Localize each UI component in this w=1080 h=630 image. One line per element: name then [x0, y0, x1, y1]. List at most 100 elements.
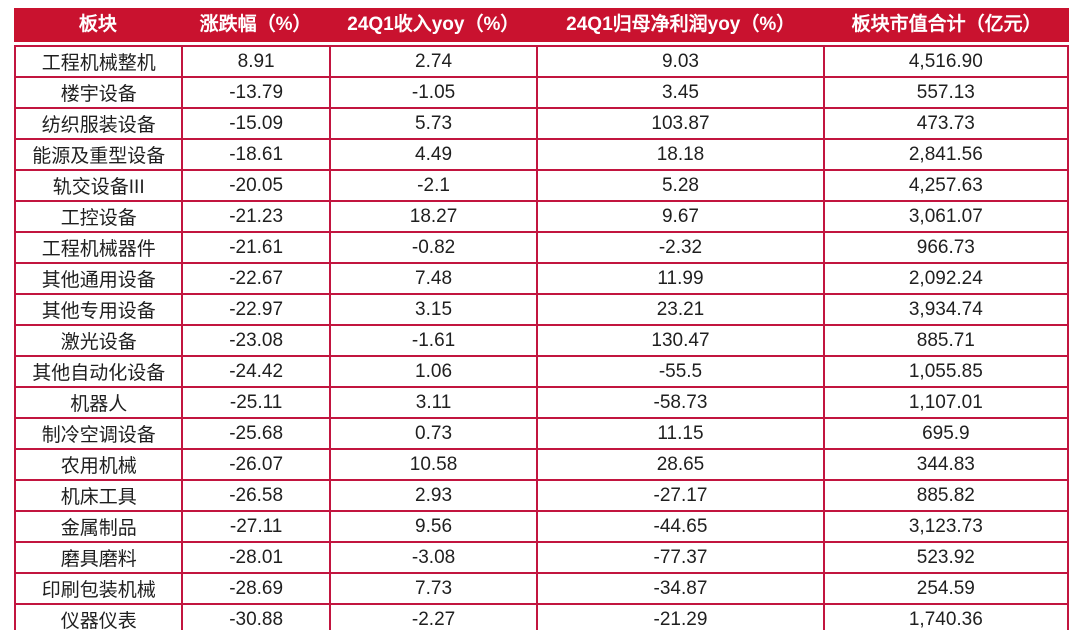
table-row: 工程机械器件 -21.61 -0.82 -2.32 966.73: [13, 231, 1070, 264]
cell-change: -21.61: [181, 231, 331, 264]
cell-sector: 金属制品: [13, 510, 184, 543]
cell-sector: 仪器仪表: [13, 603, 184, 630]
table-row: 制冷空调设备 -25.68 0.73 11.15 695.9: [13, 417, 1070, 450]
table-row: 其他通用设备 -22.67 7.48 11.99 2,092.24: [13, 262, 1070, 295]
table-row: 其他自动化设备 -24.42 1.06 -55.5 1,055.85: [13, 355, 1070, 388]
cell-change: -18.61: [181, 138, 331, 171]
table-row: 农用机械 -26.07 10.58 28.65 344.83: [13, 448, 1070, 481]
cell-change: -25.11: [181, 386, 331, 419]
cell-revenue-yoy: 18.27: [328, 200, 539, 233]
cell-market-cap: 3,934.74: [822, 293, 1070, 326]
table-row: 楼宇设备 -13.79 -1.05 3.45 557.13: [13, 76, 1070, 109]
table-row: 机器人 -25.11 3.11 -58.73 1,107.01: [13, 386, 1070, 419]
cell-sector: 制冷空调设备: [13, 417, 184, 450]
cell-profit-yoy: 9.67: [536, 200, 825, 233]
cell-revenue-yoy: 10.58: [328, 448, 539, 481]
cell-sector: 印刷包装机械: [13, 572, 184, 605]
cell-sector: 工程机械整机: [13, 45, 184, 78]
table-row: 轨交设备III -20.05 -2.1 5.28 4,257.63: [13, 169, 1070, 202]
cell-market-cap: 695.9: [822, 417, 1070, 450]
cell-market-cap: 1,740.36: [822, 603, 1070, 630]
cell-change: 8.91: [181, 45, 331, 78]
cell-profit-yoy: -77.37: [536, 541, 825, 574]
cell-sector: 机床工具: [13, 479, 184, 512]
cell-sector: 激光设备: [13, 324, 184, 357]
table-rows: 工程机械整机 8.91 2.74 9.03 4,516.90 楼宇设备 -13.79 -1.0…: [13, 45, 1070, 630]
cell-revenue-yoy: 2.74: [328, 45, 539, 78]
cell-market-cap: 885.71: [822, 324, 1070, 357]
table-row: 印刷包装机械 -28.69 7.73 -34.87 254.59: [13, 572, 1070, 605]
cell-profit-yoy: 130.47: [536, 324, 825, 357]
cell-profit-yoy: -58.73: [536, 386, 825, 419]
table-body: 工程机械整机 8.91 2.74 9.03 4,516.90 楼宇设备 -13.79 -1.0…: [13, 45, 1070, 630]
cell-profit-yoy: -55.5: [536, 355, 825, 388]
cell-market-cap: 885.82: [822, 479, 1070, 512]
cell-sector: 其他通用设备: [13, 262, 184, 295]
cell-market-cap: 1,055.85: [822, 355, 1070, 388]
cell-change: -27.11: [181, 510, 331, 543]
cell-revenue-yoy: -2.27: [328, 603, 539, 630]
cell-change: -22.67: [181, 262, 331, 295]
cell-profit-yoy: 9.03: [536, 45, 825, 78]
cell-revenue-yoy: 0.73: [328, 417, 539, 450]
cell-revenue-yoy: 7.73: [328, 572, 539, 605]
table-row: 激光设备 -23.08 -1.61 130.47 885.71: [13, 324, 1070, 357]
column-header-profit-yoy: 24Q1归母净利润yoy（%）: [566, 14, 796, 35]
cell-sector: 磨具磨料: [13, 541, 184, 574]
cell-revenue-yoy: -0.82: [328, 231, 539, 264]
cell-profit-yoy: 28.65: [536, 448, 825, 481]
table-row: 纺织服装设备 -15.09 5.73 103.87 473.73: [13, 107, 1070, 140]
sector-data-table: 板块 涨跌幅（%） 24Q1收入yoy（%） 24Q1归母净利润yoy（%） 板…: [13, 8, 1070, 630]
column-header-revenue-yoy: 24Q1收入yoy（%）: [347, 14, 520, 35]
cell-market-cap: 254.59: [822, 572, 1070, 605]
cell-revenue-yoy: -1.05: [328, 76, 539, 109]
cell-revenue-yoy: 4.49: [328, 138, 539, 171]
cell-sector: 机器人: [13, 386, 184, 419]
table-row: 能源及重型设备 -18.61 4.49 18.18 2,841.56: [13, 138, 1070, 171]
column-header-change: 涨跌幅（%）: [199, 14, 312, 35]
cell-change: -15.09: [181, 107, 331, 140]
cell-sector: 工程机械器件: [13, 231, 184, 264]
cell-revenue-yoy: 3.11: [328, 386, 539, 419]
cell-market-cap: 473.73: [822, 107, 1070, 140]
cell-sector: 工控设备: [13, 200, 184, 233]
cell-profit-yoy: -2.32: [536, 231, 825, 264]
cell-change: -13.79: [181, 76, 331, 109]
cell-profit-yoy: 3.45: [536, 76, 825, 109]
cell-market-cap: 966.73: [822, 231, 1070, 264]
cell-change: -20.05: [181, 169, 331, 202]
cell-market-cap: 3,061.07: [822, 200, 1070, 233]
cell-change: -28.01: [181, 541, 331, 574]
cell-revenue-yoy: -2.1: [328, 169, 539, 202]
cell-sector: 其他自动化设备: [13, 355, 184, 388]
table-row: 机床工具 -26.58 2.93 -27.17 885.82: [13, 479, 1070, 512]
cell-sector: 农用机械: [13, 448, 184, 481]
cell-revenue-yoy: 1.06: [328, 355, 539, 388]
cell-market-cap: 4,257.63: [822, 169, 1070, 202]
cell-change: -24.42: [181, 355, 331, 388]
cell-profit-yoy: -27.17: [536, 479, 825, 512]
cell-market-cap: 3,123.73: [822, 510, 1070, 543]
cell-market-cap: 1,107.01: [822, 386, 1070, 419]
cell-revenue-yoy: 2.93: [328, 479, 539, 512]
cell-market-cap: 2,092.24: [822, 262, 1070, 295]
table-row: 金属制品 -27.11 9.56 -44.65 3,123.73: [13, 510, 1070, 543]
cell-profit-yoy: 11.99: [536, 262, 825, 295]
cell-sector: 楼宇设备: [13, 76, 184, 109]
cell-revenue-yoy: 5.73: [328, 107, 539, 140]
cell-profit-yoy: 5.28: [536, 169, 825, 202]
cell-sector: 轨交设备III: [13, 169, 184, 202]
cell-change: -22.97: [181, 293, 331, 326]
cell-change: -28.69: [181, 572, 331, 605]
cell-profit-yoy: 23.21: [536, 293, 825, 326]
cell-revenue-yoy: -3.08: [328, 541, 539, 574]
column-header-sector: 板块: [78, 14, 117, 35]
cell-change: -26.58: [181, 479, 331, 512]
table-row: 工程机械整机 8.91 2.74 9.03 4,516.90: [13, 45, 1070, 78]
table-row: 磨具磨料 -28.01 -3.08 -77.37 523.92: [13, 541, 1070, 574]
cell-change: -21.23: [181, 200, 331, 233]
table-row: 仪器仪表 -30.88 -2.27 -21.29 1,740.36: [13, 603, 1070, 630]
cell-change: -30.88: [181, 603, 331, 630]
cell-market-cap: 2,841.56: [822, 138, 1070, 171]
